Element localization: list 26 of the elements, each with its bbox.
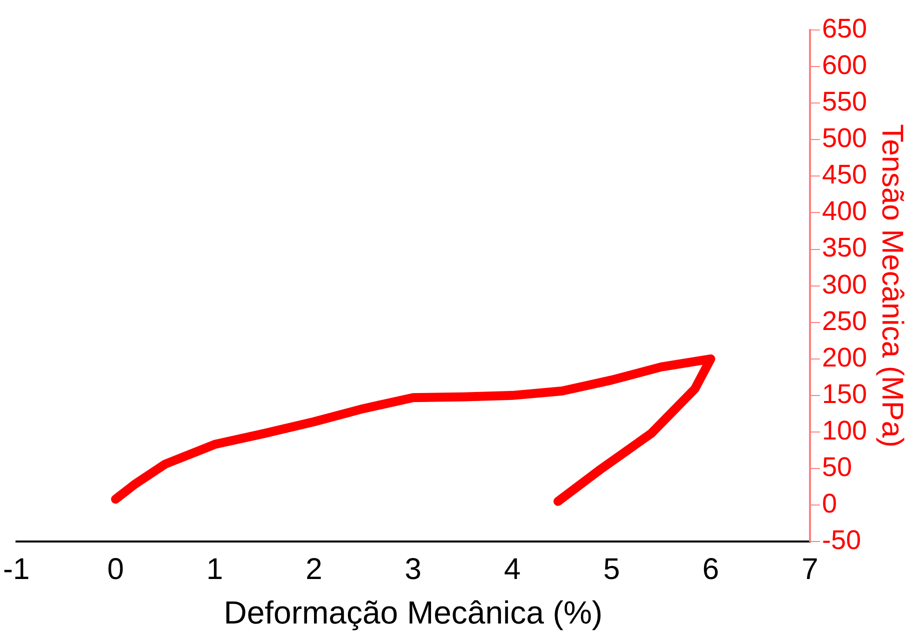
y-tick-label: 400	[822, 196, 868, 226]
x-tick-label: 6	[702, 552, 720, 586]
x-axis-title: Deformação Mecânica (%)	[224, 594, 603, 631]
x-tick-label: 4	[504, 552, 521, 586]
x-tick-label: 5	[603, 552, 620, 586]
y-tick-label: 650	[822, 13, 868, 44]
x-tick-label: 2	[306, 552, 322, 586]
y-axis-title: Tensão Mecânica (MPa)	[876, 124, 909, 448]
x-tick-label: 7	[802, 552, 818, 586]
y-tick-label: 250	[822, 306, 868, 336]
y-tick-label: 550	[822, 86, 868, 117]
y-tick-label: 600	[822, 50, 868, 80]
y-tick-label: 350	[822, 232, 868, 263]
y-tick-label: 100	[822, 415, 868, 446]
x-tick-label: 0	[107, 552, 124, 586]
x-tick-label: -1	[2, 552, 30, 586]
y-tick-label: 0	[822, 488, 837, 519]
y-tick-label: 200	[822, 342, 868, 372]
y-tick-label: -50	[822, 525, 861, 556]
x-tick-label: 3	[404, 552, 422, 586]
y-tick-label: 450	[822, 160, 868, 190]
y-tick-label: 150	[822, 378, 868, 409]
y-tick-label: 300	[822, 269, 868, 300]
y-tick-label: 50	[822, 452, 852, 482]
x-tick-label: 1	[206, 552, 224, 586]
y-tick-label: 500	[822, 123, 868, 154]
